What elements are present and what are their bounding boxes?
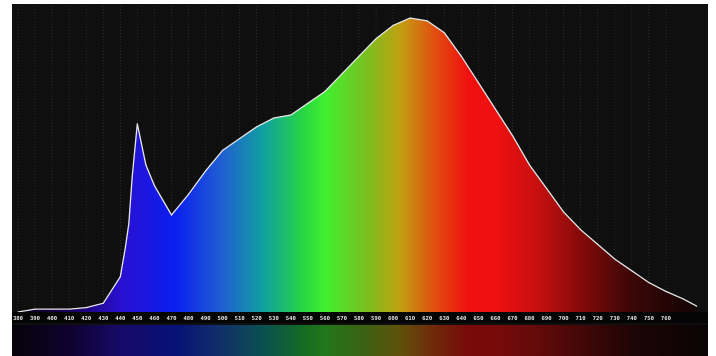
data-point: [68, 308, 70, 310]
data-point: [136, 123, 138, 125]
x-tick-label: 740: [627, 316, 638, 322]
x-tick-label: 760: [661, 316, 672, 322]
data-point: [528, 164, 531, 166]
x-axis-ticks: 380 390 400 410 420 430 440 450 460 470 480 490 500 5…: [13, 316, 672, 322]
data-point: [290, 114, 292, 116]
x-tick-label: 600: [388, 316, 399, 322]
data-point: [34, 308, 36, 310]
data-point: [597, 243, 599, 245]
data-point: [119, 276, 121, 278]
x-tick-label: 400: [47, 316, 58, 322]
x-tick-label: 530: [269, 316, 280, 322]
x-tick-label: 650: [473, 316, 484, 322]
x-tick-label: 480: [183, 316, 194, 322]
x-tick-label: 500: [218, 316, 229, 322]
x-tick-label: 590: [371, 316, 382, 322]
x-tick-label: 720: [593, 316, 604, 322]
data-point: [170, 214, 173, 216]
data-point: [580, 229, 582, 231]
data-point: [273, 117, 275, 119]
x-tick-label: 630: [439, 316, 450, 322]
data-point: [102, 302, 104, 304]
x-tick-label: 640: [456, 316, 467, 322]
x-tick-label: 670: [507, 316, 518, 322]
x-tick-label: 750: [644, 316, 655, 322]
data-point: [128, 223, 130, 225]
data-point: [546, 187, 548, 190]
data-point: [153, 185, 155, 187]
data-point: [614, 258, 616, 260]
x-tick-label: 580: [354, 316, 365, 322]
x-tick-label: 390: [30, 316, 41, 322]
x-axis-strip: [12, 312, 708, 323]
data-point: [511, 135, 514, 137]
data-point: [145, 164, 147, 166]
spectrum-area: [18, 18, 697, 312]
spectrum-band: [12, 325, 708, 356]
data-point: [460, 55, 462, 57]
x-tick-label: 570: [337, 316, 348, 322]
data-points: [17, 17, 698, 313]
x-tick-label: 700: [559, 316, 570, 322]
data-point: [131, 176, 133, 178]
x-tick-label: 450: [132, 316, 143, 322]
x-tick-label: 620: [422, 316, 433, 322]
x-tick-label: 510: [235, 316, 246, 322]
data-point: [665, 290, 667, 292]
x-tick-label: 440: [115, 316, 126, 322]
data-point: [426, 20, 428, 22]
data-point: [324, 90, 326, 93]
x-tick-label: 560: [320, 316, 331, 322]
data-point: [307, 102, 309, 104]
data-point: [682, 298, 684, 300]
data-point: [358, 55, 360, 57]
x-tick-label: 680: [524, 316, 535, 322]
x-tick-label: 550: [303, 316, 314, 322]
data-point: [409, 17, 411, 19]
x-tick-label: 420: [81, 316, 92, 322]
data-point: [477, 82, 479, 84]
x-tick-label: 540: [286, 316, 297, 322]
x-tick-label: 520: [252, 316, 263, 322]
data-point: [375, 38, 377, 40]
data-point: [85, 307, 87, 309]
data-point: [205, 170, 207, 172]
data-point: [51, 308, 53, 310]
data-point: [239, 137, 241, 140]
x-tick-label: 460: [149, 316, 160, 322]
data-point: [631, 270, 633, 272]
data-point: [494, 108, 496, 110]
x-tick-label: 430: [98, 316, 109, 322]
x-tick-label: 410: [64, 316, 75, 322]
data-point: [256, 126, 258, 128]
x-tick-label: 380: [13, 316, 24, 322]
x-tick-label: 730: [610, 316, 621, 322]
x-tick-label: 490: [201, 316, 212, 322]
data-point: [443, 32, 445, 34]
x-tick-label: 470: [166, 316, 177, 322]
data-point: [648, 282, 650, 284]
x-tick-label: 710: [576, 316, 587, 322]
x-tick-label: 660: [490, 316, 501, 322]
data-point: [222, 149, 224, 151]
data-point: [187, 193, 190, 195]
spectrum-band-shade: [12, 325, 708, 356]
data-point: [124, 246, 126, 248]
data-point: [696, 305, 698, 307]
data-point: [563, 211, 565, 213]
data-point: [392, 24, 394, 26]
x-tick-label: 690: [542, 316, 553, 322]
x-tick-label: 610: [405, 316, 416, 322]
data-point: [341, 73, 343, 75]
